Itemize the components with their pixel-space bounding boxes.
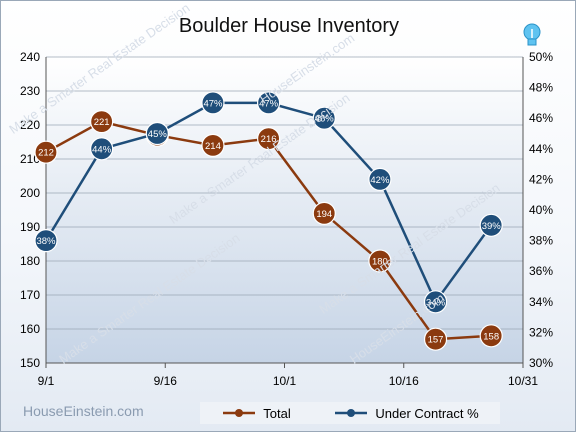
data-label-contract: 45% (148, 129, 168, 140)
y-left-tick-label: 220 (20, 118, 40, 132)
y-right-tick-label: 44% (529, 142, 553, 156)
x-tick-label: 10/16 (389, 374, 419, 388)
x-tick-label: 9/16 (154, 374, 178, 388)
y-left-tick-label: 180 (20, 254, 40, 268)
y-right-tick-label: 50% (529, 50, 553, 64)
legend-label-total: Total (263, 405, 291, 421)
legend-marker-contract (335, 409, 368, 417)
legend-item-total: Total (221, 405, 291, 421)
y-left-tick-label: 150 (20, 356, 40, 370)
data-label-total: 221 (94, 117, 110, 128)
legend-marker-total (223, 409, 256, 417)
x-tick-label: 10/31 (508, 374, 538, 388)
data-point-total (368, 249, 392, 273)
data-point-total (423, 327, 448, 351)
data-point-contract (312, 106, 336, 130)
data-point-total (34, 140, 58, 164)
x-tick-label: 9/1 (38, 374, 55, 388)
y-left-tick-label: 200 (20, 186, 40, 200)
data-label-total: 216 (261, 134, 277, 145)
data-point-contract (257, 91, 281, 115)
y-right-tick-label: 48% (529, 81, 553, 95)
y-right-tick-label: 32% (529, 325, 553, 339)
y-right-tick-label: 36% (529, 264, 553, 278)
y-left-tick-label: 160 (20, 322, 40, 336)
y-right-tick-label: 42% (529, 172, 553, 186)
y-left-tick-label: 240 (20, 50, 40, 64)
data-point-total (257, 127, 281, 151)
data-point-total (201, 133, 225, 157)
data-point-contract (201, 91, 225, 115)
series-layer: 21222121721421619418015715838%44%45%47%4… (34, 91, 503, 351)
data-point-contract (479, 213, 503, 237)
data-label-contract: 46% (315, 114, 335, 125)
y-right-tick-label: 46% (529, 111, 553, 125)
data-label-total: 180 (372, 257, 388, 268)
data-label-contract: 47% (259, 98, 279, 109)
brand-text: HouseEinstein.com (23, 403, 144, 419)
data-point-contract (423, 290, 448, 314)
y-right-tick-label: 30% (529, 356, 553, 370)
data-label-total: 194 (316, 209, 332, 220)
data-point-contract (368, 167, 392, 191)
chart-title: Boulder House Inventory (178, 15, 400, 37)
y-right-tick-label: 40% (529, 203, 553, 217)
data-point-total (90, 109, 114, 134)
data-label-contract: 38% (36, 236, 56, 247)
data-label-total: 214 (205, 141, 221, 152)
data-label-contract: 42% (370, 175, 390, 186)
y-left-tick-label: 170 (20, 288, 40, 302)
y-right-tick-label: 38% (529, 234, 553, 248)
data-label-contract: 44% (92, 144, 112, 155)
data-label-total: 212 (38, 148, 54, 159)
data-point-contract (34, 229, 58, 253)
y-right-tick-label: 34% (529, 295, 553, 309)
axes: 15016017018019020021022023024030%32%34%3… (20, 50, 553, 388)
y-left-tick-label: 190 (20, 220, 40, 234)
data-point-total (479, 324, 503, 348)
plot-area (46, 57, 523, 363)
legend: Total Under Contract % (200, 402, 500, 424)
legend-item-contract: Under Contract % (333, 405, 479, 421)
data-point-contract (145, 121, 169, 146)
x-tick-label: 10/1 (273, 374, 297, 388)
data-point-contract (90, 137, 114, 161)
data-label-contract: 39% (482, 221, 502, 232)
data-label-contract: 34% (426, 297, 446, 308)
legend-label-contract: Under Contract % (375, 405, 479, 421)
data-point-total (312, 201, 336, 225)
gridlines (46, 56, 523, 364)
data-label-contract: 47% (203, 98, 223, 109)
data-label-total: 158 (483, 331, 499, 342)
y-left-tick-label: 230 (20, 84, 40, 98)
data-label-total: 157 (428, 335, 444, 346)
lightbulb-icon (521, 23, 543, 54)
